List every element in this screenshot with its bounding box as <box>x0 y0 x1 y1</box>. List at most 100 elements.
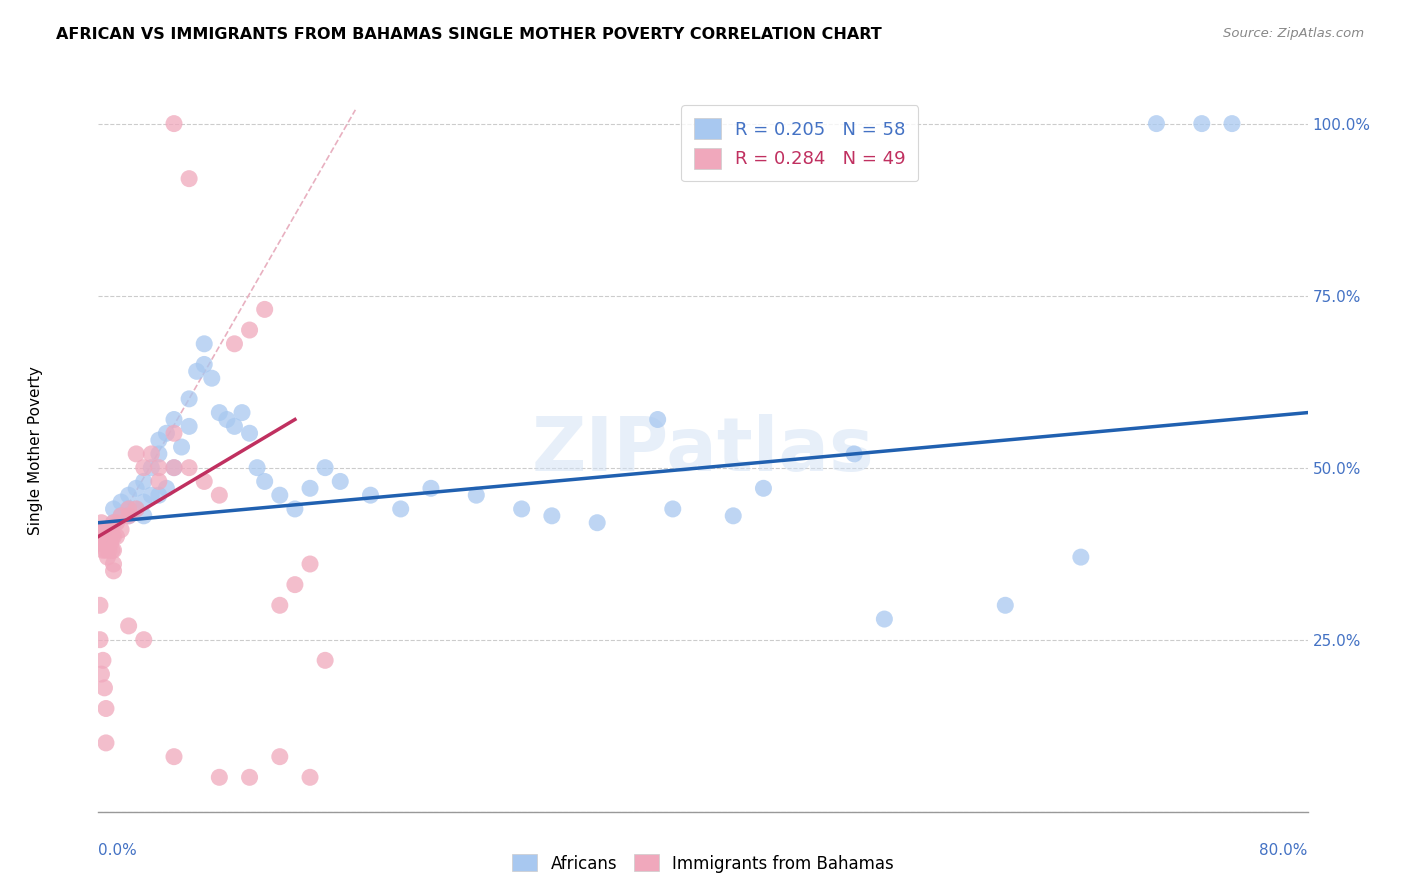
Point <box>163 460 186 475</box>
Text: AFRICAN VS IMMIGRANTS FROM BAHAMAS SINGLE MOTHER POVERTY CORRELATION CHART: AFRICAN VS IMMIGRANTS FROM BAHAMAS SINGL… <box>56 27 882 42</box>
Point <box>215 412 238 426</box>
Point <box>389 502 412 516</box>
Point <box>155 426 177 441</box>
Point <box>155 481 177 495</box>
Point <box>118 502 141 516</box>
Point <box>231 406 253 420</box>
Point <box>110 508 132 523</box>
Point <box>179 419 201 434</box>
Point <box>125 447 148 461</box>
Point <box>118 619 141 633</box>
Point <box>93 681 115 695</box>
Point <box>723 508 745 523</box>
Y-axis label: Single Mother Poverty: Single Mother Poverty <box>28 366 42 535</box>
Point <box>299 770 322 784</box>
Point <box>96 529 118 543</box>
Point <box>91 653 114 667</box>
Point <box>329 475 352 489</box>
Point <box>91 543 114 558</box>
Point <box>314 653 336 667</box>
Point <box>299 557 322 571</box>
Point <box>90 529 112 543</box>
Point <box>118 508 141 523</box>
Point <box>103 529 125 543</box>
Point <box>110 523 132 537</box>
Point <box>118 488 141 502</box>
Point <box>100 536 122 550</box>
Point <box>94 736 117 750</box>
Point <box>132 460 155 475</box>
Point <box>752 481 775 495</box>
Point <box>193 358 215 372</box>
Point <box>179 392 201 406</box>
Point <box>661 502 683 516</box>
Point <box>193 336 215 351</box>
Point <box>103 557 125 571</box>
Point <box>148 460 170 475</box>
Point <box>586 516 609 530</box>
Point <box>89 632 111 647</box>
Point <box>314 460 336 475</box>
Point <box>118 502 141 516</box>
Point <box>98 529 121 543</box>
Point <box>208 488 231 502</box>
Point <box>100 523 122 537</box>
Point <box>93 536 115 550</box>
Point <box>98 543 121 558</box>
Legend: Africans, Immigrants from Bahamas: Africans, Immigrants from Bahamas <box>506 847 900 880</box>
Point <box>465 488 488 502</box>
Point <box>125 502 148 516</box>
Point <box>239 426 262 441</box>
Point <box>91 529 114 543</box>
Point <box>510 502 533 516</box>
Point <box>89 536 111 550</box>
Point <box>284 502 307 516</box>
Point <box>132 495 155 509</box>
Legend: R = 0.205   N = 58, R = 0.284   N = 49: R = 0.205 N = 58, R = 0.284 N = 49 <box>681 105 918 181</box>
Text: 80.0%: 80.0% <box>1260 843 1308 858</box>
Point <box>90 667 112 681</box>
Point <box>246 460 269 475</box>
Point <box>163 426 186 441</box>
Point <box>269 488 291 502</box>
Point <box>360 488 382 502</box>
Point <box>201 371 224 385</box>
Point <box>269 749 291 764</box>
Point <box>647 412 669 426</box>
Point <box>103 543 125 558</box>
Point <box>239 770 262 784</box>
Point <box>103 564 125 578</box>
Point <box>170 440 193 454</box>
Point <box>179 171 201 186</box>
Point <box>163 460 186 475</box>
Point <box>132 632 155 647</box>
Point <box>118 508 141 523</box>
Point <box>224 419 246 434</box>
Point <box>239 323 262 337</box>
Point <box>163 412 186 426</box>
Point <box>132 508 155 523</box>
Point <box>224 336 246 351</box>
Point <box>148 433 170 447</box>
Point <box>94 523 117 537</box>
Point <box>125 502 148 516</box>
Point <box>1191 117 1213 131</box>
Point <box>93 523 115 537</box>
Point <box>125 481 148 495</box>
Point <box>284 577 307 591</box>
Point <box>89 523 111 537</box>
Point <box>148 447 170 461</box>
Text: 0.0%: 0.0% <box>98 843 138 858</box>
Point <box>163 749 186 764</box>
Point <box>132 475 155 489</box>
Point <box>163 117 186 131</box>
Point <box>994 599 1017 613</box>
Text: Source: ZipAtlas.com: Source: ZipAtlas.com <box>1223 27 1364 40</box>
Point <box>141 460 163 475</box>
Point <box>105 516 128 530</box>
Point <box>269 599 291 613</box>
Point <box>103 516 125 530</box>
Point <box>844 447 866 461</box>
Point <box>186 364 208 378</box>
Point <box>105 529 128 543</box>
